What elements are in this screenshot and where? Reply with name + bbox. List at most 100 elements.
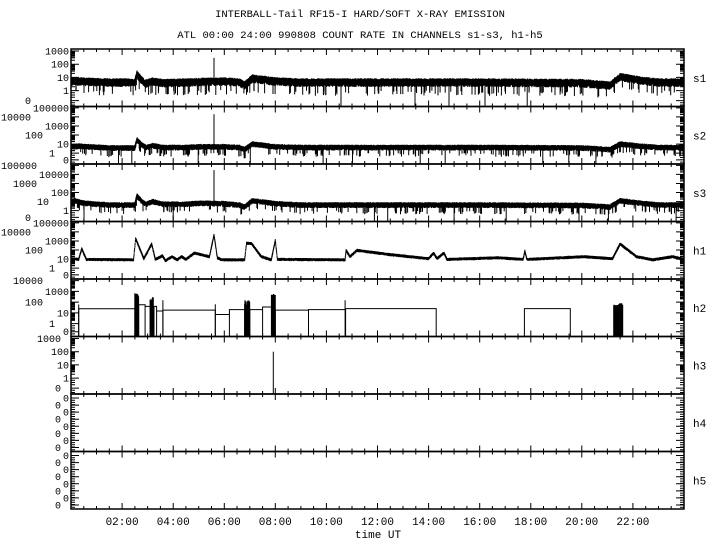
axis-ticks-h5 bbox=[71, 451, 684, 509]
x-axis-tick-labels: 02:00 04:00 06:00 08:00 10:00 12:00 14:00 16:00… bbox=[106, 517, 650, 529]
y-tick-label-h4: 0 bbox=[63, 395, 69, 406]
chart-subtitle: ATL 00:00 24:00 990808 COUNT RATE IN CHA… bbox=[177, 30, 542, 42]
y-tick-label-s3: 10000 bbox=[39, 171, 69, 182]
y-tick-label-s3: 0 bbox=[25, 214, 31, 225]
x-axis-label: time UT bbox=[355, 530, 402, 542]
panel-frame-h1 bbox=[70, 220, 685, 280]
y-tick-label-h5: 0 bbox=[55, 502, 61, 513]
y-tick-label-h3: 1000 bbox=[37, 335, 61, 346]
channel-label: h1 bbox=[693, 246, 707, 258]
y-tick-label-h1: 10 bbox=[57, 256, 69, 267]
y-tick-label-s2: 100 bbox=[25, 132, 43, 143]
axis-ticks-s1 bbox=[71, 49, 684, 107]
y-tick-label-s3: 100000 bbox=[1, 162, 37, 173]
y-tick-label-h4: 0 bbox=[63, 423, 69, 434]
x-tick-label: 16:00 bbox=[463, 517, 496, 529]
y-tick-label-s3: 1 bbox=[63, 207, 69, 218]
y-tick-label-s1: 100 bbox=[51, 61, 69, 72]
x-tick-label: 22:00 bbox=[616, 517, 649, 529]
axis-ticks-h4 bbox=[71, 394, 684, 452]
y-tick-label-h1: 0 bbox=[63, 271, 69, 282]
y-tick-label-s2: 100000 bbox=[33, 104, 69, 115]
y-tick-label-s1: 10 bbox=[57, 74, 69, 85]
y-tick-label-s2: 0 bbox=[63, 156, 69, 167]
y-tick-label-s3: 100 bbox=[51, 189, 69, 200]
y-tick-label-h1: 100 bbox=[25, 247, 43, 258]
panel-h3: 1000 100 10 10 h3 bbox=[37, 335, 706, 396]
y-tick-label-s1: 0 bbox=[25, 97, 31, 108]
y-tick-label-h5: 0 bbox=[63, 466, 69, 477]
x-tick-label: 10:00 bbox=[310, 517, 343, 529]
y-tick-label-h4: 0 bbox=[55, 444, 61, 455]
y-tick-label-h2: 10 bbox=[57, 309, 69, 320]
y-tick-label-h1: 100000 bbox=[33, 219, 69, 230]
series-h1 bbox=[70, 233, 685, 263]
y-tick-label-s1: 1000 bbox=[45, 48, 69, 59]
y-tick-label-h3: 10 bbox=[57, 361, 69, 372]
burst-h2 bbox=[134, 293, 140, 337]
y-tick-label-h2: 100 bbox=[25, 299, 43, 310]
y-tick-label-h4: 0 bbox=[55, 430, 61, 441]
panel-frame-s1 bbox=[70, 48, 685, 108]
burst-h2 bbox=[613, 303, 624, 337]
y-tick-label-s2: 10000 bbox=[1, 113, 31, 124]
y-tick-label-h1: 1000 bbox=[45, 238, 69, 249]
channel-label: h4 bbox=[693, 419, 707, 431]
y-tick-label-h2: 10000 bbox=[13, 277, 43, 288]
y-tick-label-h5: 0 bbox=[63, 494, 69, 505]
x-tick-label: 08:00 bbox=[259, 517, 292, 529]
x-tick-label: 20:00 bbox=[565, 517, 598, 529]
y-tick-label-h2: 1 bbox=[49, 320, 55, 331]
y-tick-label-h5: 0 bbox=[55, 473, 61, 484]
y-tick-label-s2: 1000 bbox=[45, 123, 69, 134]
y-tick-label-h5: 0 bbox=[63, 480, 69, 491]
y-tick-label-h3: 100 bbox=[51, 348, 69, 359]
burst-h2 bbox=[149, 297, 154, 337]
panel-frame-h5 bbox=[70, 450, 685, 510]
y-tick-label-h1: 10000 bbox=[1, 228, 31, 239]
y-tick-label-h4: 0 bbox=[55, 402, 61, 413]
panel-frame-h4 bbox=[70, 393, 685, 453]
chart-title: INTERBALL-Tail RF15-I HARD/SOFT X-RAY EM… bbox=[215, 9, 505, 21]
x-tick-label: 18:00 bbox=[514, 517, 547, 529]
y-tick-label-h4: 0 bbox=[55, 416, 61, 427]
x-tick-label: 12:00 bbox=[361, 517, 394, 529]
y-tick-label-s2: 10 bbox=[57, 141, 69, 152]
y-tick-label-h5: 0 bbox=[55, 459, 61, 470]
y-tick-label-s1: 1 bbox=[63, 87, 69, 98]
y-tick-label-h1: 1 bbox=[49, 265, 55, 276]
y-tick-label-h5: 0 bbox=[55, 487, 61, 498]
axis-ticks-h3 bbox=[71, 336, 684, 394]
y-tick-label-h5: 0 bbox=[63, 452, 69, 463]
channel-label: h5 bbox=[693, 476, 706, 488]
channel-label: s1 bbox=[693, 74, 707, 86]
y-tick-label-h3: 1 bbox=[63, 375, 69, 386]
panel-frame-h3 bbox=[70, 335, 685, 395]
x-tick-label: 04:00 bbox=[157, 517, 190, 529]
axis-ticks-h1 bbox=[71, 221, 684, 279]
y-tick-label-h2: 0 bbox=[63, 328, 69, 339]
axis-ticks-s3 bbox=[71, 164, 684, 222]
panels: 10001001010s11000001000010001001010s2100… bbox=[1, 48, 707, 513]
channel-label: s3 bbox=[693, 189, 706, 201]
x-tick-label: 06:00 bbox=[208, 517, 241, 529]
x-tick-label: 02:00 bbox=[106, 517, 139, 529]
burst-h2 bbox=[244, 300, 251, 337]
y-tick-label-h4: 0 bbox=[63, 409, 69, 420]
y-tick-label-h3: 0 bbox=[55, 385, 61, 396]
channel-label: h3 bbox=[693, 361, 706, 373]
burst-h2 bbox=[270, 294, 276, 337]
channel-label: h2 bbox=[693, 304, 706, 316]
x-tick-label: 14:00 bbox=[412, 517, 445, 529]
y-tick-label-s3: 10 bbox=[37, 198, 49, 209]
y-tick-label-s2: 1 bbox=[49, 150, 55, 161]
y-tick-label-h4: 0 bbox=[63, 437, 69, 448]
